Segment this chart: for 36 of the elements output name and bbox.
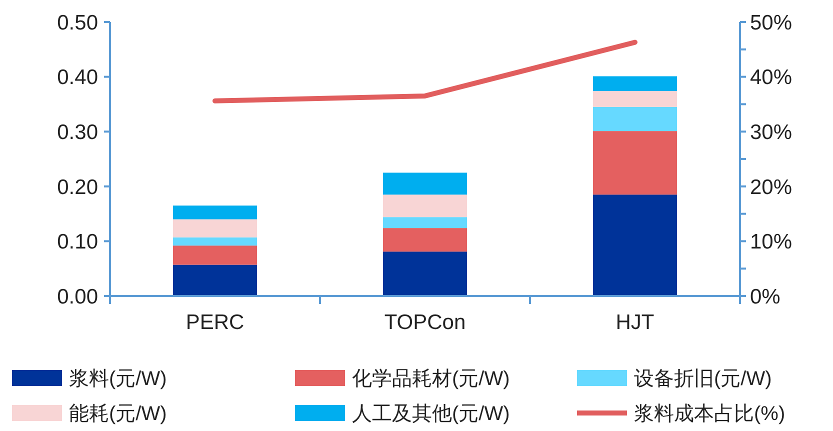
legend-label: 设备折旧(元/W) — [634, 368, 772, 390]
x-tick-label: PERC — [186, 311, 244, 334]
bar — [593, 131, 677, 195]
y-tick-label: 0.40 — [57, 66, 98, 90]
y-tick-label: 0.20 — [57, 176, 98, 199]
legend-label: 化学品耗材(元/W) — [352, 368, 510, 390]
y-tick-label: 0.30 — [57, 120, 98, 144]
bar — [593, 194, 677, 296]
bar — [593, 91, 677, 107]
bar — [593, 106, 677, 132]
legend-label: 能耗(元/W) — [69, 403, 167, 425]
y2-tick-label: 50% — [750, 11, 792, 34]
y2-tick-label: 10% — [750, 230, 792, 254]
bar — [383, 252, 467, 296]
y-tick-label: 0.10 — [57, 230, 98, 254]
y2-tick-label: 30% — [750, 120, 792, 144]
y2-tick-label: 0% — [750, 285, 780, 308]
y-tick-label: 0.50 — [57, 11, 98, 34]
x-tick-label: HJT — [616, 311, 654, 334]
y2-tick-label: 40% — [750, 66, 792, 90]
bar — [383, 194, 467, 218]
bar — [173, 206, 257, 220]
bar — [593, 76, 677, 92]
legend-label: 浆料成本占比(%) — [634, 403, 786, 425]
bar — [383, 217, 467, 228]
bar — [173, 237, 257, 246]
y2-tick-label: 20% — [750, 176, 792, 199]
legend-label: 人工及其他(元/W) — [352, 403, 510, 425]
bar — [383, 172, 467, 195]
bar — [173, 219, 257, 238]
bar — [383, 228, 467, 252]
y-tick-label: 0.00 — [57, 285, 98, 308]
bar — [173, 264, 257, 296]
legend-label: 浆料(元/W) — [69, 368, 167, 390]
x-tick-label: TOPCon — [384, 311, 466, 334]
bar — [173, 246, 257, 265]
